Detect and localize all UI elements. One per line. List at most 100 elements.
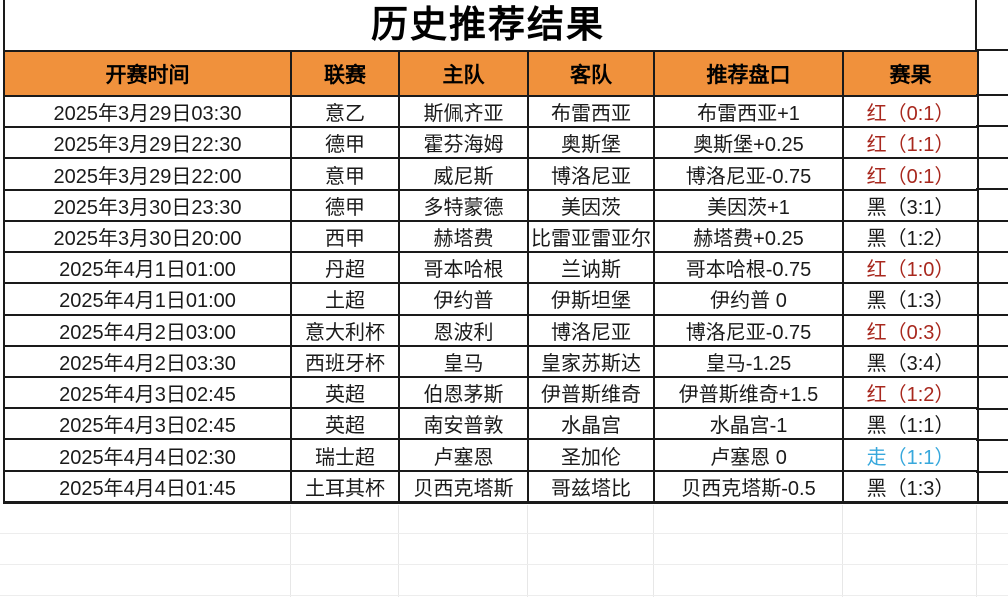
cell-handicap: 美因茨+1 bbox=[653, 188, 844, 222]
gridline bbox=[976, 313, 1008, 316]
cell-result: 红（0:3） bbox=[842, 313, 979, 347]
gridline bbox=[976, 470, 1008, 473]
table-row: 2025年4月1日01:00 丹超 哥本哈根 兰讷斯 哥本哈根-0.75 红（1:0） bbox=[3, 251, 979, 285]
cell-handicap: 哥本哈根-0.75 bbox=[653, 251, 844, 285]
gridline bbox=[290, 505, 291, 597]
cell-league: 意乙 bbox=[290, 94, 400, 129]
gridline bbox=[976, 94, 1008, 96]
cell-away-team: 伊斯坦堡 bbox=[527, 282, 655, 316]
header-row: 开赛时间 联赛 主队 客队 推荐盘口 赛果 bbox=[3, 50, 979, 97]
cell-league: 西班牙杯 bbox=[290, 344, 400, 378]
cell-time: 2025年4月4日02:30 bbox=[3, 438, 292, 472]
gridline bbox=[842, 505, 843, 597]
cell-time: 2025年4月3日02:45 bbox=[3, 407, 292, 441]
cell-league: 英超 bbox=[290, 407, 400, 441]
table-row: 2025年3月30日23:30 德甲 多特蒙德 美因茨 美因茨+1 黑（3:1） bbox=[3, 188, 979, 222]
gridline bbox=[398, 505, 399, 597]
results-table: 开赛时间 联赛 主队 客队 推荐盘口 赛果 2025年3月29日03:30 意乙斯… bbox=[3, 50, 979, 504]
cell-time: 2025年4月4日01:45 bbox=[3, 469, 292, 504]
cell-handicap: 赫塔费+0.25 bbox=[653, 219, 844, 254]
cell-home-team: 恩波利 bbox=[398, 313, 529, 347]
cell-handicap: 博洛尼亚-0.75 bbox=[653, 157, 844, 191]
cell-time: 2025年3月30日23:30 bbox=[3, 188, 292, 222]
gridline bbox=[976, 156, 1008, 159]
cell-home-team: 多特蒙德 bbox=[398, 188, 529, 222]
cell-time: 2025年4月3日02:45 bbox=[3, 375, 292, 410]
cell-away-team: 布雷西亚 bbox=[527, 94, 655, 129]
gridline bbox=[653, 505, 654, 597]
cell-time: 2025年4月1日01:00 bbox=[3, 282, 292, 316]
cell-home-team: 贝西克塔斯 bbox=[398, 469, 529, 504]
gridline bbox=[976, 188, 1008, 191]
cell-home-team: 斯佩齐亚 bbox=[398, 94, 529, 129]
table-row: 2025年3月29日22:00 意甲 威尼斯 博洛尼亚 博洛尼亚-0.75 红（0:1） bbox=[3, 157, 979, 191]
cell-away-team: 皇家苏斯达 bbox=[527, 344, 655, 378]
cell-handicap: 奥斯堡+0.25 bbox=[653, 126, 844, 160]
gridline bbox=[976, 505, 977, 597]
cell-home-team: 皇马 bbox=[398, 344, 529, 378]
cell-result: 黑（3:1） bbox=[842, 188, 979, 222]
cell-home-team: 伯恩茅斯 bbox=[398, 375, 529, 410]
gridline bbox=[0, 564, 1008, 565]
cell-handicap: 卢塞恩 0 bbox=[653, 438, 844, 472]
cell-league: 土超 bbox=[290, 282, 400, 316]
cell-away-team: 哥兹塔比 bbox=[527, 469, 655, 504]
cell-away-team: 美因茨 bbox=[527, 188, 655, 222]
cell-time: 2025年4月2日03:30 bbox=[3, 344, 292, 378]
cell-result: 黑（1:3） bbox=[842, 469, 979, 504]
cell-home-team: 霍芬海姆 bbox=[398, 126, 529, 160]
table-row: 2025年4月3日02:45 英超 南安普敦 水晶宫 水晶宫-1 黑（1:1） bbox=[3, 407, 979, 441]
cell-home-team: 赫塔费 bbox=[398, 219, 529, 254]
column-header-away: 客队 bbox=[527, 50, 655, 97]
cell-away-team: 兰讷斯 bbox=[527, 251, 655, 285]
table-row: 2025年4月2日03:00 意大利杯 恩波利 博洛尼亚 博洛尼亚-0.75 红（0:3） bbox=[3, 313, 979, 347]
cell-league: 德甲 bbox=[290, 126, 400, 160]
gridline bbox=[976, 439, 1008, 442]
gridline bbox=[527, 505, 528, 597]
cell-away-team: 比雷亚雷亚尔 bbox=[527, 219, 655, 254]
column-header-handicap: 推荐盘口 bbox=[653, 50, 844, 97]
cell-handicap: 布雷西亚+1 bbox=[653, 94, 844, 129]
column-header-result: 赛果 bbox=[842, 50, 979, 97]
cell-league: 英超 bbox=[290, 375, 400, 410]
table-row: 2025年3月29日03:30 意乙 斯佩齐亚 布雷西亚 布雷西亚+1 红（0:1） bbox=[3, 94, 979, 129]
table-row: 2025年3月30日20:00 西甲 赫塔费 比雷亚雷亚尔 赫塔费+0.25 黑（1:2） bbox=[3, 219, 979, 254]
cell-league: 德甲 bbox=[290, 188, 400, 222]
gridline bbox=[976, 282, 1008, 285]
column-header-home: 主队 bbox=[398, 50, 529, 97]
cell-home-team: 卢塞恩 bbox=[398, 438, 529, 472]
cell-league: 西甲 bbox=[290, 219, 400, 254]
cell-result: 黑（1:3） bbox=[842, 282, 979, 316]
cell-league: 丹超 bbox=[290, 251, 400, 285]
cell-time: 2025年3月29日03:30 bbox=[3, 94, 292, 129]
cell-result: 红（0:1） bbox=[842, 157, 979, 191]
cell-handicap: 伊约普 0 bbox=[653, 282, 844, 316]
gridline bbox=[976, 219, 1008, 222]
cell-league: 意甲 bbox=[290, 157, 400, 191]
gridline bbox=[976, 407, 1008, 410]
table-row: 2025年4月1日01:00 土超 伊约普 伊斯坦堡 伊约普 0 黑（1:3） bbox=[3, 282, 979, 316]
table-row: 2025年4月4日01:45 土耳其杯 贝西克塔斯 哥兹塔比 贝西克塔斯-0.5 黑（1:… bbox=[3, 469, 979, 504]
cell-away-team: 奥斯堡 bbox=[527, 126, 655, 160]
cell-result: 红（1:0） bbox=[842, 251, 979, 285]
cell-result: 红（1:1） bbox=[842, 126, 979, 160]
cell-result: 走（1:1） bbox=[842, 438, 979, 472]
cell-result: 红（0:1） bbox=[842, 94, 979, 129]
gridline bbox=[976, 250, 1008, 253]
cell-league: 瑞士超 bbox=[290, 438, 400, 472]
cell-home-team: 威尼斯 bbox=[398, 157, 529, 191]
page-title: 历史推荐结果 bbox=[371, 4, 605, 45]
cell-handicap: 皇马-1.25 bbox=[653, 344, 844, 378]
cell-away-team: 水晶宫 bbox=[527, 407, 655, 441]
cell-home-team: 伊约普 bbox=[398, 282, 529, 316]
cell-away-team: 圣加伦 bbox=[527, 438, 655, 472]
cell-handicap: 伊普斯维奇+1.5 bbox=[653, 375, 844, 410]
results-table-body: 2025年3月29日03:30 意乙 斯佩齐亚 布雷西亚 布雷西亚+1 红（0:1） 202… bbox=[3, 94, 979, 504]
title-right-border bbox=[975, 0, 977, 52]
cell-result: 红（1:2） bbox=[842, 375, 979, 410]
gridline bbox=[0, 533, 1008, 534]
table-row: 2025年4月3日02:45 英超 伯恩茅斯 伊普斯维奇 伊普斯维奇+1.5 红（1:2） bbox=[3, 375, 979, 410]
cell-league: 土耳其杯 bbox=[290, 469, 400, 504]
gridline bbox=[976, 125, 1008, 128]
